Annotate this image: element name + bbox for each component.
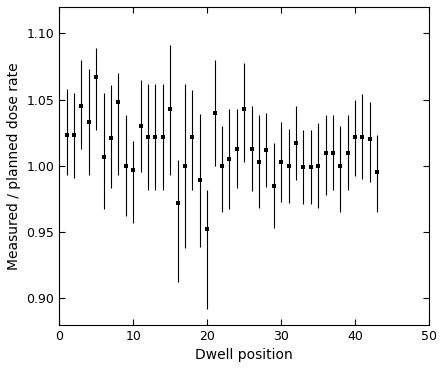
Y-axis label: Measured / planned dose rate: Measured / planned dose rate [7, 62, 21, 270]
X-axis label: Dwell position: Dwell position [195, 348, 293, 362]
